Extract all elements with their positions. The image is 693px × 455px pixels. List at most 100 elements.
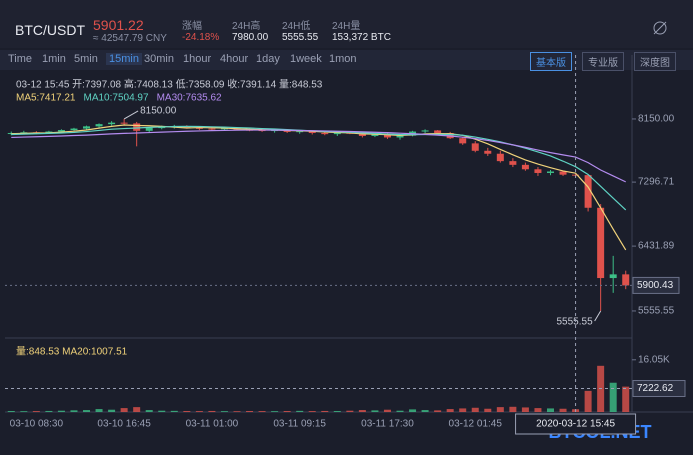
volume-bar	[220, 411, 228, 412]
interval-tab[interactable]: 1mon	[329, 53, 357, 65]
stat-label: 24H低	[282, 21, 311, 32]
candle-body	[296, 131, 304, 133]
view-button[interactable]: 深度图	[634, 52, 676, 71]
candle-body	[496, 153, 504, 162]
candle-body	[145, 127, 153, 131]
candle-body	[597, 207, 605, 279]
stat-value: 5555.55	[282, 32, 319, 43]
candle-body	[133, 123, 141, 131]
header: BTC/USDT 5901.22 ≈ 42547.79 CNY 涨幅 -24.18…	[0, 0, 693, 48]
volume-bar	[271, 411, 279, 412]
view-button[interactable]: 基本版	[530, 52, 572, 71]
volume-bar	[70, 410, 78, 412]
ma-line	[11, 129, 626, 183]
candle-body	[333, 132, 341, 135]
crosshair-value-box	[632, 380, 686, 398]
y-tick-label: 6431.89	[638, 241, 675, 252]
volume-bar	[534, 408, 542, 412]
volume-bar	[521, 407, 529, 412]
volume-bar	[170, 410, 178, 412]
stat-value: 7980.00	[232, 32, 269, 43]
candle-body	[321, 133, 329, 135]
candle-body	[559, 171, 567, 175]
volume-info: 量:848.53 MA20:1007.51	[16, 346, 128, 358]
interval-tabs: Time 1min 5min 15min 30min 1hour 4hour 1day 1wee…	[0, 50, 693, 71]
candle-body	[459, 138, 467, 144]
candle-body	[183, 126, 191, 128]
x-tick-label: 03-12 01:45	[449, 419, 503, 430]
x-tick-label: 03-10 08:30	[10, 419, 64, 430]
candle-body	[471, 143, 479, 151]
ohlc-info: 03-12 15:45 开:7397.08 高:7408.13 低:7358.0…	[16, 78, 323, 91]
volume-bar	[246, 411, 254, 412]
candle-body	[20, 132, 28, 134]
price: 5901.22	[93, 17, 144, 33]
interval-tab[interactable]: 1day	[256, 53, 280, 65]
y-tick-label: 7296.71	[638, 177, 675, 188]
interval-tab[interactable]: 4hour	[220, 53, 249, 65]
crosshair-value: 7222.62	[637, 383, 674, 394]
view-button[interactable]: 专业版	[582, 52, 624, 71]
hide-icon[interactable]	[652, 20, 668, 36]
volume-bar	[446, 409, 454, 412]
interval-tab[interactable]: 15min	[106, 53, 142, 65]
volume-bar	[484, 408, 492, 412]
candle-body	[434, 130, 442, 134]
volume-bar	[383, 409, 391, 412]
volume-bar	[459, 408, 467, 412]
candle-body	[509, 161, 517, 165]
candle-body	[195, 127, 203, 129]
volume-bar	[421, 410, 429, 412]
volume-bar	[95, 409, 103, 412]
chart: 03-12 15:45 开:7397.08 高:7408.13 低:7358.0…	[5, 55, 693, 442]
interval-tab[interactable]: Time	[8, 53, 33, 65]
x-tick-label: 03-11 09:15	[273, 419, 326, 430]
interval-tab[interactable]: 1week	[290, 53, 322, 65]
ma-legend: MA30:7635.62	[157, 93, 222, 104]
candle-body	[609, 274, 617, 279]
candle-body	[95, 124, 103, 127]
interval-tab[interactable]: 1min	[42, 53, 66, 65]
volume-bar	[609, 382, 617, 412]
stat-value: 153,372 BTC	[332, 32, 391, 43]
volume-bar	[509, 406, 517, 412]
ma-line	[11, 124, 627, 251]
volume-bar	[346, 410, 354, 412]
volume-tick-label: 16.05K	[638, 354, 670, 365]
cny-price: ≈ 42547.79 CNY	[93, 33, 167, 44]
volume-bar	[358, 410, 366, 412]
candle-body	[396, 135, 404, 138]
volume-bar	[584, 390, 592, 412]
volume-bar	[183, 411, 191, 412]
volume-bar	[622, 386, 630, 412]
ma-legend: MA10:7504.97	[84, 93, 149, 104]
x-tick-label: 03-11 17:30	[361, 419, 414, 430]
crosshair-time-box	[515, 413, 637, 435]
volume-bar	[396, 410, 404, 412]
volume-bar	[258, 411, 266, 412]
interval-tab[interactable]: 5min	[74, 53, 98, 65]
stat-label: 24H高	[232, 21, 261, 32]
candle-body	[584, 175, 592, 208]
candle-body	[521, 164, 529, 170]
candle-body	[371, 134, 379, 136]
volume-bar	[208, 410, 216, 412]
volume-bar	[283, 411, 291, 412]
candle-body	[308, 131, 316, 134]
candle-body	[108, 122, 116, 125]
volume-bar	[7, 411, 15, 412]
interval-tab[interactable]: 30min	[144, 53, 174, 65]
volume-bar	[133, 407, 141, 412]
y-tick-label: 8150.00	[638, 114, 675, 125]
volume-bar	[308, 411, 316, 412]
volume-bar	[158, 410, 166, 412]
volume-bar	[108, 409, 116, 412]
last-price-label: 5900.43	[637, 280, 674, 291]
candle-body	[358, 133, 366, 136]
volume-bar	[471, 407, 479, 412]
volume-bar	[32, 411, 40, 412]
candle-body	[546, 171, 554, 173]
interval-tab[interactable]: 1hour	[183, 53, 212, 65]
volume-bar	[409, 409, 417, 412]
